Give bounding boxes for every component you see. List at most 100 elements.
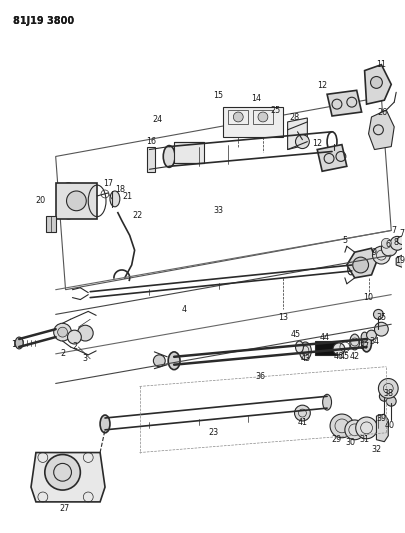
Ellipse shape xyxy=(110,191,119,207)
Bar xyxy=(228,110,247,124)
Circle shape xyxy=(366,330,375,340)
Circle shape xyxy=(66,191,86,211)
Ellipse shape xyxy=(58,183,79,219)
Text: 46: 46 xyxy=(333,352,343,361)
Circle shape xyxy=(344,420,364,440)
Circle shape xyxy=(77,325,93,341)
Text: 81J19 3800: 81J19 3800 xyxy=(13,17,74,26)
Text: 34: 34 xyxy=(369,336,379,345)
Text: 26: 26 xyxy=(376,108,386,117)
Text: 40: 40 xyxy=(383,422,393,431)
Ellipse shape xyxy=(299,342,311,360)
Text: 5: 5 xyxy=(341,236,347,245)
Text: 37: 37 xyxy=(359,342,369,351)
Bar xyxy=(55,183,97,219)
Text: 12: 12 xyxy=(311,139,322,148)
Bar xyxy=(252,110,272,124)
Ellipse shape xyxy=(360,332,367,342)
Text: 2: 2 xyxy=(60,349,65,358)
Ellipse shape xyxy=(396,236,405,245)
Ellipse shape xyxy=(322,394,331,410)
Text: 38: 38 xyxy=(382,389,392,398)
Text: 6: 6 xyxy=(385,240,390,249)
Text: 45: 45 xyxy=(290,329,300,338)
Text: 3: 3 xyxy=(83,354,87,364)
Polygon shape xyxy=(147,147,155,172)
Text: 7: 7 xyxy=(399,229,404,238)
Text: 18: 18 xyxy=(115,184,124,193)
Circle shape xyxy=(373,310,382,319)
Text: 42: 42 xyxy=(349,352,359,361)
Text: 41: 41 xyxy=(297,418,307,427)
Bar xyxy=(223,107,282,136)
Circle shape xyxy=(380,240,396,256)
Circle shape xyxy=(53,323,71,341)
Text: 16: 16 xyxy=(146,137,156,146)
Text: 32: 32 xyxy=(371,445,381,454)
Text: 28: 28 xyxy=(289,114,299,123)
Circle shape xyxy=(380,238,390,248)
Text: 1: 1 xyxy=(11,341,16,350)
Circle shape xyxy=(386,397,395,406)
Text: 8: 8 xyxy=(393,238,398,247)
Circle shape xyxy=(377,378,397,398)
Circle shape xyxy=(67,330,81,344)
Circle shape xyxy=(332,343,344,355)
Bar xyxy=(174,142,203,163)
Ellipse shape xyxy=(163,146,175,167)
Text: 19: 19 xyxy=(394,256,404,264)
Polygon shape xyxy=(375,414,387,442)
Circle shape xyxy=(371,246,389,264)
Text: 39: 39 xyxy=(375,414,386,423)
Text: 14: 14 xyxy=(250,94,260,103)
Bar xyxy=(314,341,336,355)
Text: 21: 21 xyxy=(122,192,132,201)
Text: 33: 33 xyxy=(213,206,223,215)
Circle shape xyxy=(58,327,67,337)
Polygon shape xyxy=(31,453,105,502)
Circle shape xyxy=(355,417,377,439)
Polygon shape xyxy=(395,254,405,268)
Polygon shape xyxy=(346,248,375,278)
Text: 45: 45 xyxy=(339,352,349,361)
Text: 29: 29 xyxy=(331,435,341,444)
Polygon shape xyxy=(364,64,390,104)
Polygon shape xyxy=(287,118,307,150)
Circle shape xyxy=(257,112,267,122)
Text: 27: 27 xyxy=(59,504,70,513)
Circle shape xyxy=(45,455,80,490)
Circle shape xyxy=(329,414,353,438)
Circle shape xyxy=(389,237,403,250)
Text: 17: 17 xyxy=(102,179,113,188)
Ellipse shape xyxy=(361,334,371,352)
Polygon shape xyxy=(368,110,393,150)
Text: 4: 4 xyxy=(181,305,186,314)
Circle shape xyxy=(378,391,388,401)
Ellipse shape xyxy=(295,341,303,353)
Ellipse shape xyxy=(15,337,23,349)
Ellipse shape xyxy=(349,334,359,350)
Text: 30: 30 xyxy=(345,438,355,447)
Text: 25: 25 xyxy=(270,106,280,115)
Text: 12: 12 xyxy=(316,81,326,90)
Text: 23: 23 xyxy=(208,429,218,437)
Text: 81J19 3800: 81J19 3800 xyxy=(13,17,74,26)
Text: 2: 2 xyxy=(72,342,78,351)
Text: 43: 43 xyxy=(300,354,309,364)
Polygon shape xyxy=(326,90,361,116)
Circle shape xyxy=(370,77,382,88)
Text: 35: 35 xyxy=(375,313,386,322)
Text: 11: 11 xyxy=(375,60,386,69)
Text: 36: 36 xyxy=(254,372,264,381)
Circle shape xyxy=(153,355,165,367)
Text: 15: 15 xyxy=(213,91,223,100)
Text: 13: 13 xyxy=(277,313,287,322)
Text: 7: 7 xyxy=(391,226,396,235)
Text: 44: 44 xyxy=(319,333,329,342)
Text: 22: 22 xyxy=(132,211,143,220)
Text: 31: 31 xyxy=(359,435,369,444)
Circle shape xyxy=(373,322,387,336)
Polygon shape xyxy=(46,216,55,232)
Text: 9: 9 xyxy=(371,248,376,257)
Ellipse shape xyxy=(100,415,110,433)
